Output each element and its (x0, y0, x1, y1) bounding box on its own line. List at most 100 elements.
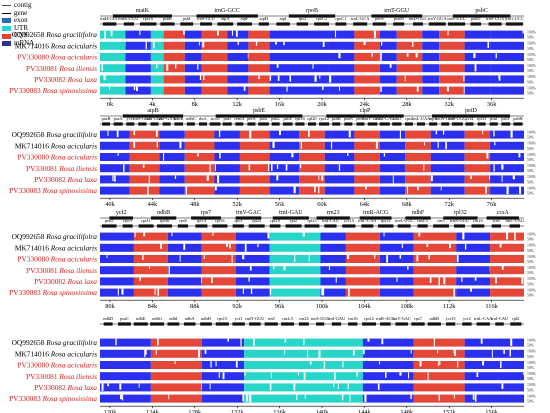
gene-label: matK (136, 8, 150, 14)
gene-bar (452, 14, 511, 18)
alignment-block-cns (413, 232, 457, 241)
variation-gap (453, 394, 455, 399)
variation-gap (495, 277, 497, 284)
x-tick-label: 140k (316, 409, 330, 413)
alignment-block-exon (201, 394, 245, 403)
variation-gap (493, 164, 495, 172)
legend-swatch (2, 26, 11, 32)
track-pv330082: PV330082 Rosa laxa 100%50% (34, 74, 537, 84)
gene-bar (102, 122, 111, 126)
variation-gap (240, 338, 242, 347)
gene-label: rps12 (364, 316, 374, 321)
percent-label: 50% (527, 47, 535, 51)
variation-gap (286, 86, 288, 92)
alignment-block-exon (125, 64, 151, 73)
alignment-block-exon (100, 232, 134, 241)
gene-label: psbM (394, 16, 404, 21)
x-tick-label: 64k (360, 201, 370, 208)
variation-gap (408, 372, 410, 379)
variation-gap (426, 243, 429, 247)
gene-label: trnG-UCC (505, 16, 524, 21)
alignment-block-cns (133, 266, 168, 275)
track-pv330080: PV330080 Rosa acicularis 100%50% (17, 360, 537, 370)
variation-gap (148, 175, 150, 184)
alignment-block-cns (201, 266, 236, 275)
alignment-block-cns (201, 232, 236, 241)
legend-item-mrna: mRNA (2, 39, 72, 48)
alignment-block-utr (150, 30, 164, 39)
variation-gap (399, 130, 401, 139)
variation-gap (356, 372, 358, 377)
alignment-block-cns (299, 153, 325, 161)
variation-gap (318, 175, 320, 181)
percent-label: 100% (527, 338, 537, 342)
variation-gap (285, 164, 288, 171)
alignment-block-exon (269, 75, 304, 84)
variation-gap (501, 266, 504, 270)
variation-gap (276, 64, 279, 68)
alignment-block-cns (345, 243, 380, 252)
x-tick-label: 20k (317, 101, 327, 108)
variation-gap (185, 186, 187, 195)
gene-bar (335, 22, 347, 26)
alignment-block-exon (379, 86, 397, 95)
alignment-block-exon (456, 232, 491, 241)
gene-bar (412, 22, 424, 26)
gene-label: atpE (429, 116, 437, 121)
variation-gap (363, 41, 366, 46)
x-tick-label: 24k (360, 101, 370, 108)
percent-label: 50% (527, 147, 535, 151)
gene-bar (427, 322, 441, 326)
variation-gap (103, 75, 106, 81)
percent-label: 100% (527, 175, 537, 179)
gene-bar (196, 14, 258, 18)
gene-bar (118, 322, 131, 326)
variation-gap (106, 255, 108, 258)
variation-gap (333, 383, 335, 388)
alignment-block-exon (100, 186, 130, 195)
gene-label: rrn23 (299, 316, 309, 321)
alignment-block-exon (227, 53, 249, 61)
alignment-block-cns (239, 153, 270, 161)
variation-gap (218, 372, 220, 378)
alignment-block-exon (490, 164, 524, 173)
variation-gap (334, 372, 336, 380)
alignment-block-exon (320, 232, 346, 241)
gene-bar (471, 224, 485, 228)
alignment-block-exon (328, 30, 355, 39)
species-label: PV330080 Rosa acicularis (17, 255, 97, 264)
variation-gap (168, 266, 170, 275)
percent-label: 100% (527, 53, 537, 57)
alignment-block-utr (269, 288, 321, 297)
gene-label: trnL-CAA (474, 316, 493, 321)
alignment-block-cns (184, 186, 215, 195)
variation-gap (442, 130, 445, 135)
gene-label: ndhB (157, 210, 170, 216)
alignment-block-cns (129, 175, 160, 184)
alignment-block-exon (490, 75, 524, 84)
gene-bar (505, 22, 523, 26)
variation-gap (291, 153, 294, 158)
gene-label: petD (465, 108, 477, 114)
gene-label: trnI-GAU (328, 316, 346, 321)
alignment-block-exon (456, 255, 491, 263)
gene-label: ndhG (152, 316, 163, 321)
alignment-block-cns (299, 175, 325, 184)
percent-label: 50% (527, 69, 535, 73)
percent-label: 100% (527, 288, 537, 292)
alignment-block-cns (464, 130, 491, 139)
alignment-block-cns (184, 164, 215, 173)
alignment-block-exon (422, 86, 440, 95)
alignment-block-cns (163, 86, 185, 95)
variation-gap (321, 175, 324, 181)
gene-label: rrn4.5 (417, 218, 428, 223)
gene-label: rpl2 (512, 316, 519, 321)
alignment-block-exon (324, 186, 355, 195)
gene-label: petA (247, 116, 256, 121)
alignment-block-exon (269, 53, 304, 61)
variation-gap (148, 266, 150, 270)
gene-label: ycf15 (446, 316, 457, 321)
variation-gap (500, 361, 502, 369)
variation-gap (464, 243, 467, 250)
gene-label: psbT (501, 116, 510, 121)
